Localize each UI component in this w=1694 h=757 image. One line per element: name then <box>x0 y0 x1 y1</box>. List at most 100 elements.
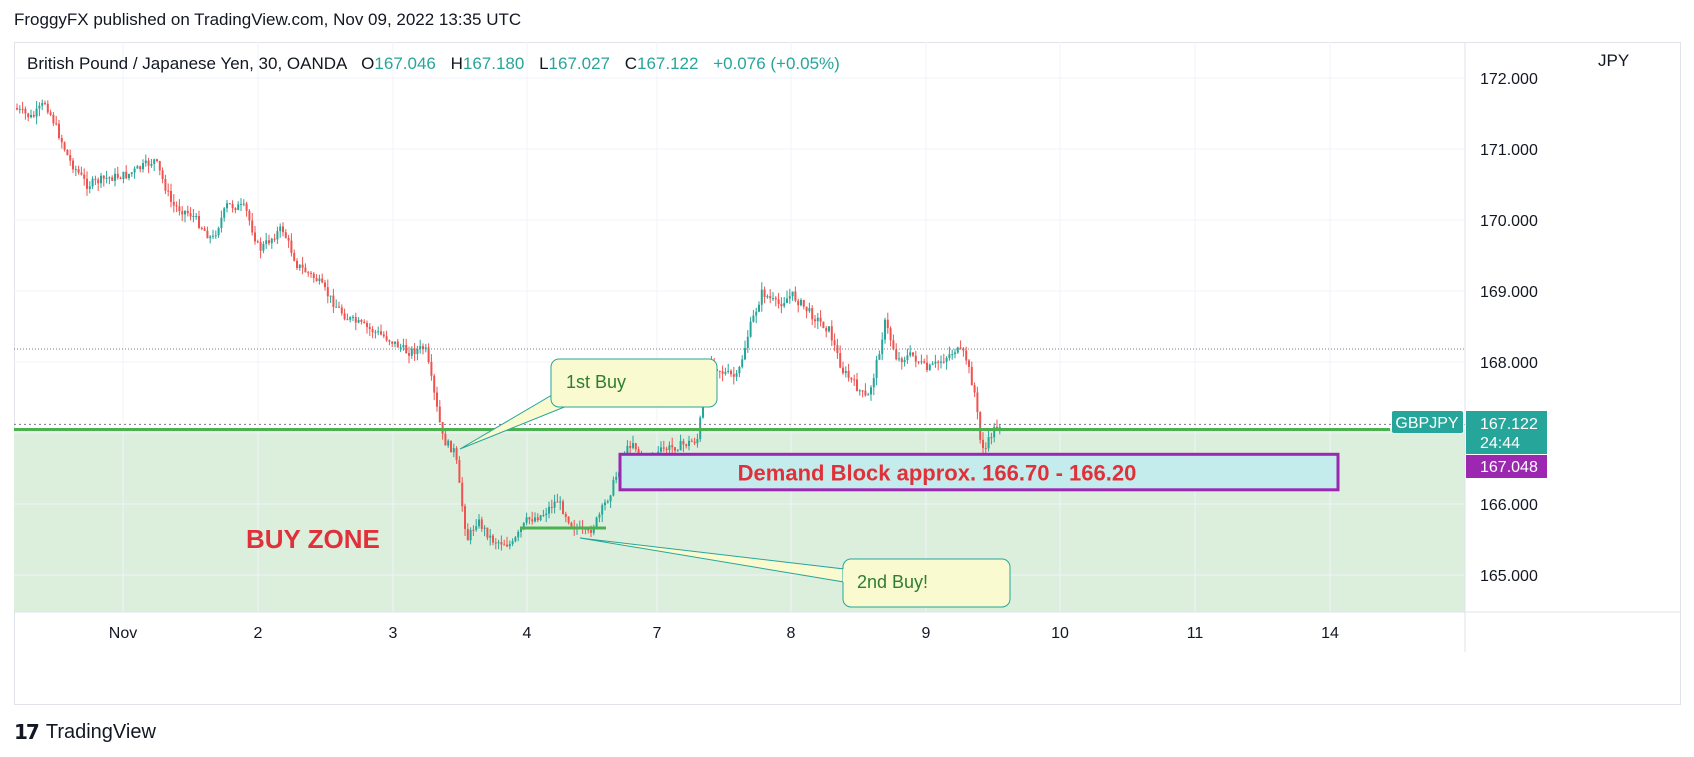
candle-body <box>290 240 293 253</box>
candle-body <box>878 354 881 360</box>
candle-body <box>32 114 35 117</box>
candle-body <box>220 217 223 229</box>
candle-body <box>80 172 83 175</box>
candle-body <box>900 358 903 363</box>
candle-body <box>52 114 55 124</box>
candle-body <box>388 340 391 342</box>
candle-body <box>209 236 212 239</box>
candle-body <box>592 527 595 533</box>
candle-body <box>595 517 598 528</box>
candle-body <box>142 163 144 170</box>
candle-body <box>88 186 91 189</box>
candle-body <box>839 353 842 368</box>
candle-body <box>819 317 822 322</box>
candle-body <box>256 241 259 243</box>
candle-body <box>195 215 198 217</box>
currency-unit: JPY <box>1598 51 1630 70</box>
candle-body <box>35 108 38 117</box>
candle-body <box>926 362 928 371</box>
high-label: H <box>450 54 463 73</box>
candle-body <box>500 542 503 545</box>
candle-body <box>186 210 189 214</box>
candle-body <box>321 278 324 283</box>
candle-body <box>18 108 21 110</box>
close-value: 167.122 <box>637 54 699 73</box>
candle-body <box>486 527 489 538</box>
candle-body <box>228 203 231 205</box>
price-tick-label: 165.000 <box>1480 568 1538 585</box>
candle-body <box>329 295 332 297</box>
candle-body <box>158 161 161 171</box>
time-tick-label: 4 <box>523 625 532 642</box>
candle-body <box>100 175 102 184</box>
candle-body <box>976 392 979 413</box>
candle-body <box>682 441 685 445</box>
candle-body <box>284 232 287 238</box>
candle-body <box>49 112 52 115</box>
candle-body <box>416 348 419 355</box>
candle-body <box>130 172 133 174</box>
candle-body <box>164 179 167 191</box>
candle-body <box>822 321 825 329</box>
candle-body <box>984 448 987 450</box>
price-tick-label: 171.000 <box>1480 142 1538 159</box>
marker-price-tag <box>1466 455 1547 478</box>
candle-body <box>884 319 886 340</box>
candle-body <box>548 506 550 514</box>
candle-body <box>570 522 573 527</box>
last-price-tag <box>1466 411 1547 454</box>
candle-body <box>693 441 696 444</box>
candle-body <box>590 530 592 533</box>
candle-body <box>909 352 912 356</box>
tradingview-brand[interactable]: 17 TradingView <box>14 720 156 744</box>
time-tick-label: 7 <box>653 625 662 642</box>
candle-body <box>438 406 441 423</box>
candle-body <box>296 260 298 269</box>
candle-body <box>111 177 114 181</box>
candle-body <box>774 298 777 300</box>
candle-body <box>242 203 245 205</box>
candle-body <box>559 501 562 503</box>
candle-body <box>889 328 892 341</box>
candle-body <box>766 296 769 298</box>
open-label: O <box>361 54 375 73</box>
candle-body <box>136 166 139 169</box>
candle-body <box>119 177 122 179</box>
candle-body <box>198 215 200 228</box>
candle-body <box>349 317 352 320</box>
candle-body <box>108 177 111 179</box>
candle-body <box>270 238 273 244</box>
time-tick-label: 3 <box>389 625 398 642</box>
candle-body <box>940 361 942 363</box>
candle-body <box>458 460 461 483</box>
price-tick-label: 166.000 <box>1480 497 1538 514</box>
candle-body <box>122 171 125 179</box>
candle-body <box>783 303 786 307</box>
candle-body <box>937 361 940 363</box>
candle-body <box>872 378 875 388</box>
candle-body <box>718 370 721 372</box>
candle-body <box>903 359 906 363</box>
candle-body <box>86 178 88 189</box>
candle-body <box>265 240 268 244</box>
candle-body <box>315 278 318 281</box>
tradingview-logo-icon: 17 <box>14 720 40 744</box>
candle-body <box>382 334 385 337</box>
time-tick-label: Nov <box>109 625 137 642</box>
candle-body <box>125 171 128 179</box>
candle-body <box>21 108 24 110</box>
candle-body <box>965 350 968 361</box>
candle-body <box>223 208 226 218</box>
candle-body <box>954 352 956 355</box>
candle-body <box>665 448 668 451</box>
candle-body <box>786 298 788 304</box>
candle-body <box>480 519 483 529</box>
candle-body <box>444 433 447 446</box>
candle-body <box>24 108 27 114</box>
candle-body <box>455 448 458 461</box>
candle-body <box>676 450 679 452</box>
candle-body <box>598 514 601 518</box>
marker-price-value: 167.048 <box>1480 459 1538 476</box>
candle-body <box>744 348 746 360</box>
